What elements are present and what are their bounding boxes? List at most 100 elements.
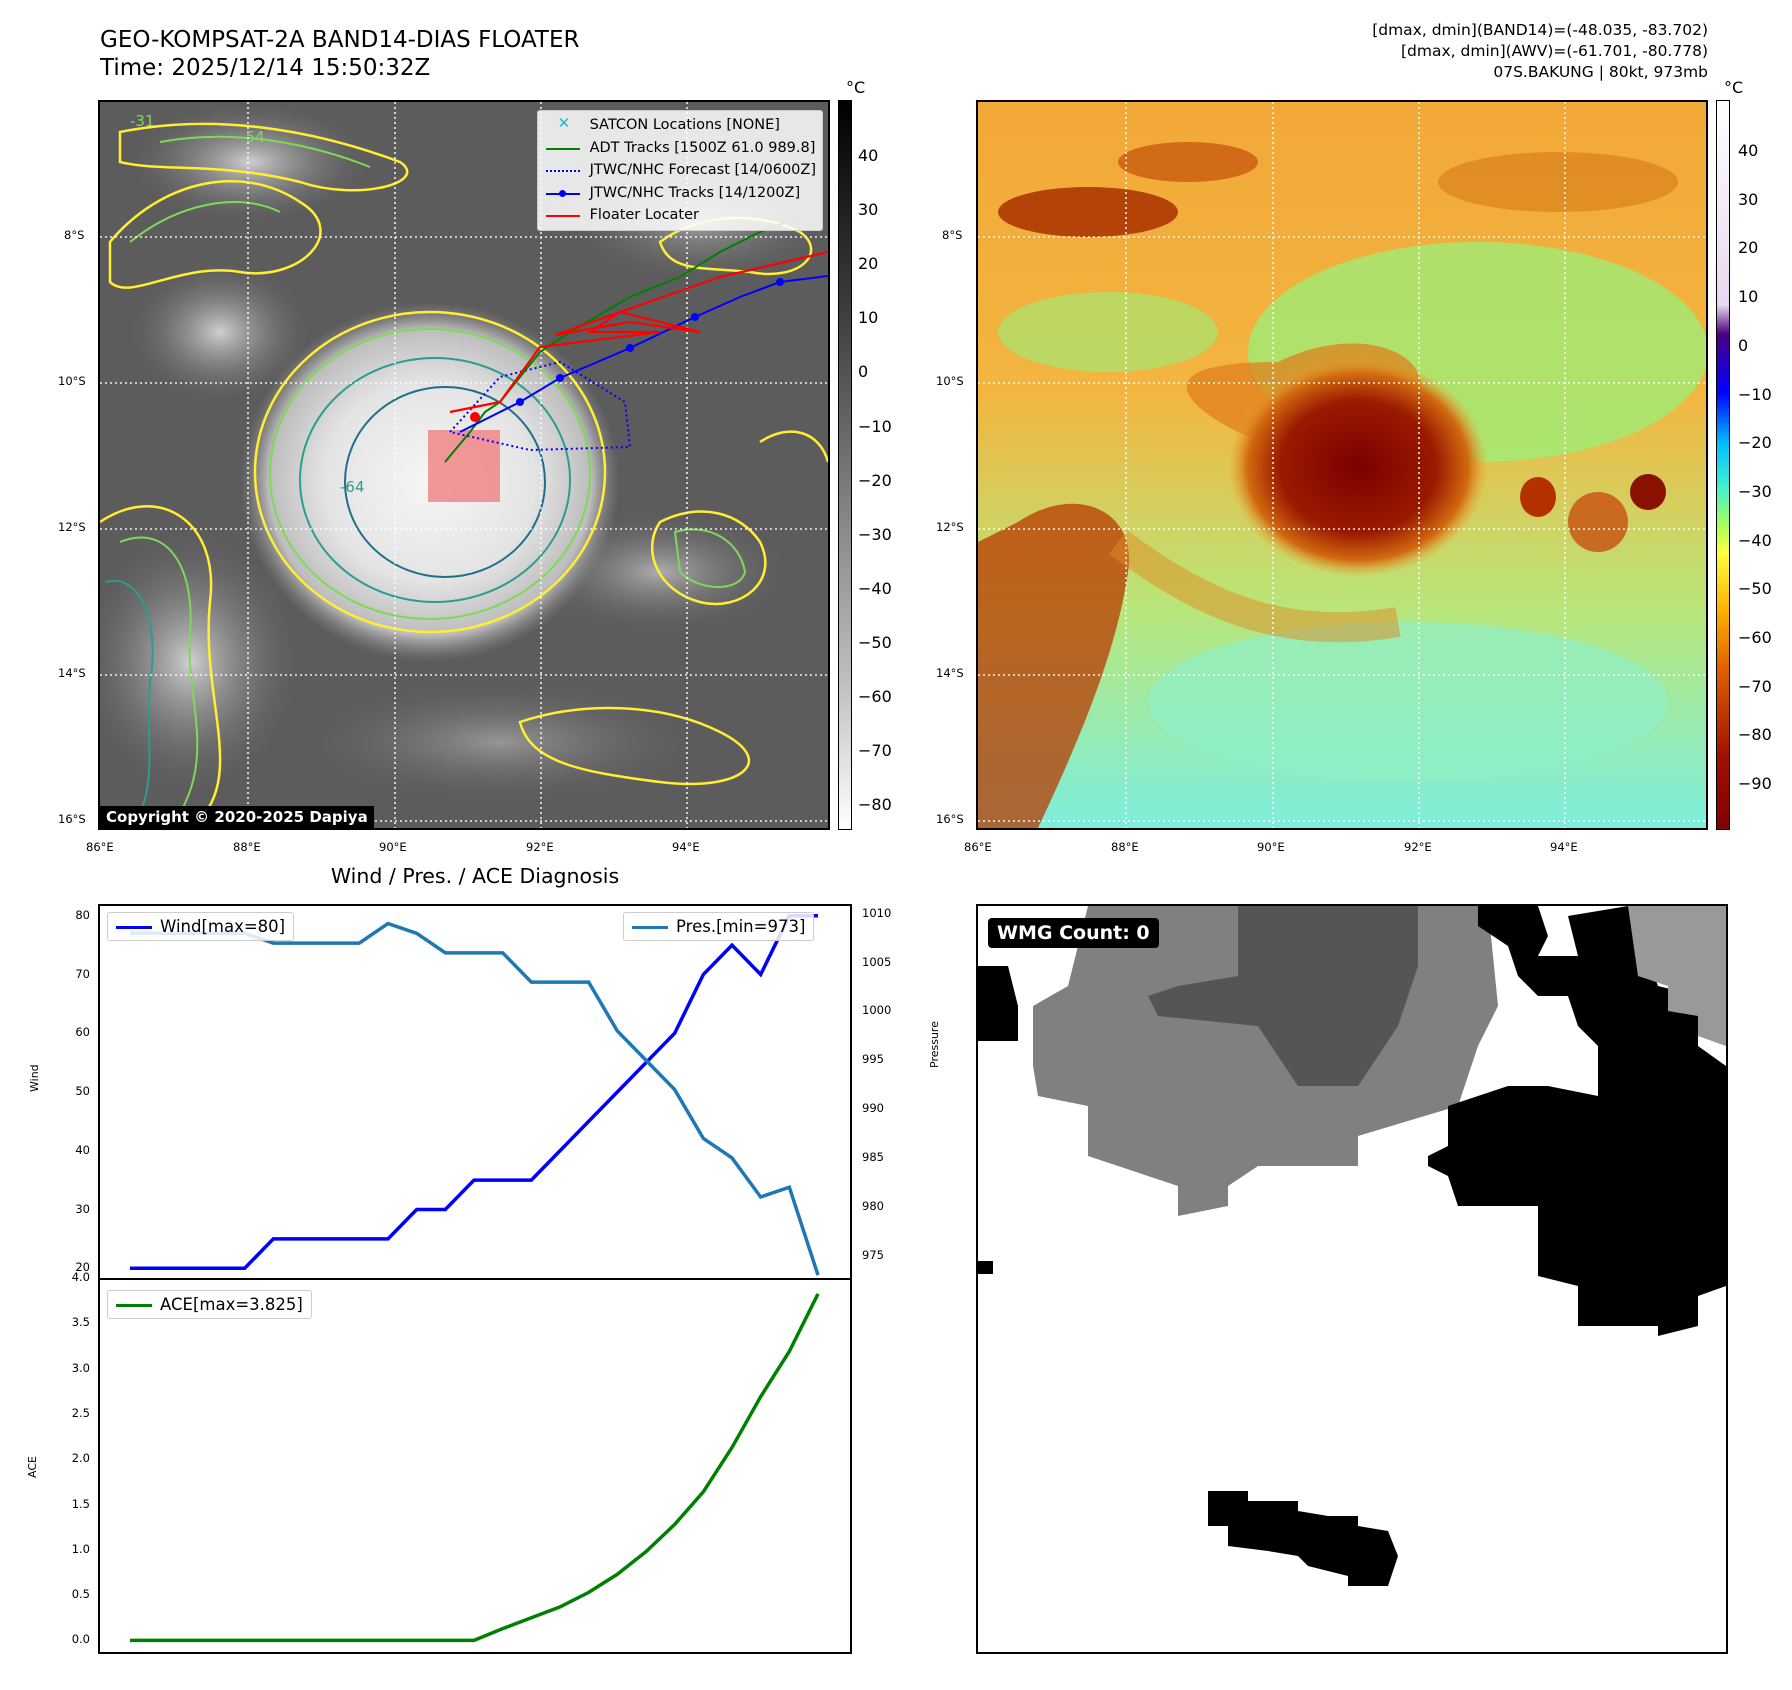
pressure-tick: 985 [862, 1149, 884, 1164]
pressure-legend-swatch [632, 926, 668, 929]
lon-label: 86°E [86, 840, 114, 854]
pressure-tick: 1005 [862, 954, 892, 969]
pressure-tick: 975 [862, 1247, 884, 1262]
lon-label: 94°E [1550, 840, 1578, 854]
ace-tick: 3.0 [71, 1360, 90, 1375]
ir-map-panel: -31 -54 -64 Copyright © 2020-2025 Dapiya… [98, 100, 830, 830]
colorbar-tick: −70 [1738, 676, 1772, 696]
colorbar-tick: −10 [1738, 384, 1772, 404]
legend-satcon-label: SATCON Locations [NONE] [589, 117, 780, 134]
colorbar-tick: −30 [858, 524, 892, 544]
colorbar-awv [1716, 100, 1730, 830]
wmg-image [978, 906, 1726, 1652]
pressure-series-line [130, 921, 820, 1276]
forecast-dotted-icon [544, 163, 582, 177]
lon-label: 90°E [379, 840, 407, 854]
wind-tick: 50 [75, 1084, 90, 1098]
pressure-tick: 980 [862, 1198, 884, 1213]
wind-tick: 20 [75, 1260, 90, 1275]
ace-plot [130, 1293, 820, 1643]
legend-adt: ADT Tracks [1500Z 61.0 989.8] [544, 137, 816, 160]
chart-title: Wind / Pres. / ACE Diagnosis [330, 864, 620, 888]
copyright-badge: Copyright © 2020-2025 Dapiya [100, 806, 374, 828]
colorbar-gray [838, 100, 852, 830]
colorbar-tick: 40 [1738, 141, 1759, 160]
wind-legend: Wind[max=80] [107, 912, 295, 941]
colorbar-tick: 30 [1738, 189, 1759, 209]
wind-legend-swatch [116, 926, 152, 929]
wind-tick: 40 [75, 1142, 90, 1157]
lon-label: 86°E [964, 840, 992, 854]
colorbar-tick: −10 [858, 416, 892, 436]
legend-satcon: ✕ SATCON Locations [NONE] [544, 114, 816, 137]
pressure-tick: 1000 [862, 1003, 892, 1018]
colorbar-tick: −70 [858, 741, 892, 761]
colorbar-tick: 20 [1738, 238, 1759, 258]
floater-line-icon [544, 208, 582, 222]
colorbar-tick: 10 [858, 308, 879, 328]
lat-label: 12°S [58, 520, 86, 534]
map-legend: ✕ SATCON Locations [NONE] ADT Tracks [15… [536, 110, 823, 231]
title-line-1: GEO-KOMPSAT-2A BAND14-DIAS FLOATER [100, 27, 580, 53]
lon-label: 94°E [672, 840, 700, 854]
lat-label: 8°S [64, 228, 85, 242]
colorbar-tick: −90 [1738, 774, 1772, 794]
adt-line-icon [544, 141, 582, 155]
title-line-2: Time: 2025/12/14 15:50:32Z [100, 55, 431, 81]
lat-label: 14°S [58, 666, 86, 680]
awv-map-panel [976, 100, 1708, 830]
colorbar-gray-unit: °C [846, 78, 866, 97]
lat-label: 16°S [58, 812, 86, 826]
legend-floater-label: Floater Locater [589, 207, 700, 224]
awv-map-image [978, 102, 1706, 828]
legend-floater: Floater Locater [544, 204, 816, 227]
colorbar-tick: 40 [858, 146, 879, 165]
ace-legend: ACE[max=3.825] [107, 1290, 312, 1319]
colorbar-awv-unit: °C [1724, 78, 1744, 97]
legend-forecast-label: JTWC/NHC Forecast [14/0600Z] [589, 162, 816, 179]
wind-tick: 30 [75, 1201, 90, 1216]
ace-panel [98, 1278, 852, 1654]
colorbar-tick: −40 [858, 578, 892, 598]
lon-label: 88°E [1111, 840, 1139, 854]
lat-label: 16°S [936, 812, 964, 826]
colorbar-tick: 0 [858, 362, 869, 382]
svg-text:-31: -31 [130, 112, 155, 130]
wind-axis-label: Wind [28, 1064, 41, 1092]
lat-label: 12°S [936, 520, 964, 534]
ace-tick: 1.5 [71, 1496, 90, 1511]
legend-forecast: JTWC/NHC Forecast [14/0600Z] [544, 159, 816, 182]
colorbar-tick: −20 [858, 470, 892, 490]
satcon-x-icon: ✕ [557, 114, 571, 133]
colorbar-tick: 30 [858, 200, 879, 220]
legend-adt-label: ADT Tracks [1500Z 61.0 989.8] [589, 139, 816, 156]
pressure-tick: 1010 [862, 905, 892, 920]
colorbar-tick: −50 [1738, 579, 1772, 599]
lon-label: 92°E [526, 840, 554, 854]
colorbar-tick: 10 [1738, 287, 1759, 307]
colorbar-tick: −60 [1738, 628, 1772, 647]
ace-series-line [130, 1293, 820, 1643]
colorbar-tick: 0 [1738, 335, 1749, 355]
colorbar-tick: −80 [1738, 725, 1772, 745]
ace-tick: 3.5 [71, 1315, 90, 1330]
colorbar-tick: −20 [1738, 433, 1772, 453]
info-line-3: 07S.BAKUNG | 80kt, 973mb [1493, 63, 1708, 81]
info-line-2: [dmax, dmin](AWV)=(-61.701, -80.778) [1401, 42, 1708, 60]
ace-legend-label: ACE[max=3.825] [160, 1295, 303, 1314]
wind-pres-plot [130, 914, 820, 1276]
svg-text:-64: -64 [340, 478, 365, 496]
ace-legend-swatch [116, 1304, 152, 1307]
lat-label: 8°S [942, 228, 963, 242]
lon-label: 90°E [1257, 840, 1285, 854]
legend-tracks-label: JTWC/NHC Tracks [14/1200Z] [589, 184, 801, 201]
ace-tick: 2.0 [71, 1451, 90, 1466]
pressure-tick: 995 [862, 1052, 884, 1067]
wind-series-line [130, 914, 818, 1270]
wind-legend-label: Wind[max=80] [160, 917, 286, 936]
info-line-1: [dmax, dmin](BAND14)=(-48.035, -83.702) [1372, 21, 1708, 39]
lat-label: 10°S [936, 374, 964, 388]
svg-text:-54: -54 [240, 128, 265, 146]
wind-tick: 80 [75, 907, 90, 922]
lat-label: 14°S [936, 666, 964, 680]
